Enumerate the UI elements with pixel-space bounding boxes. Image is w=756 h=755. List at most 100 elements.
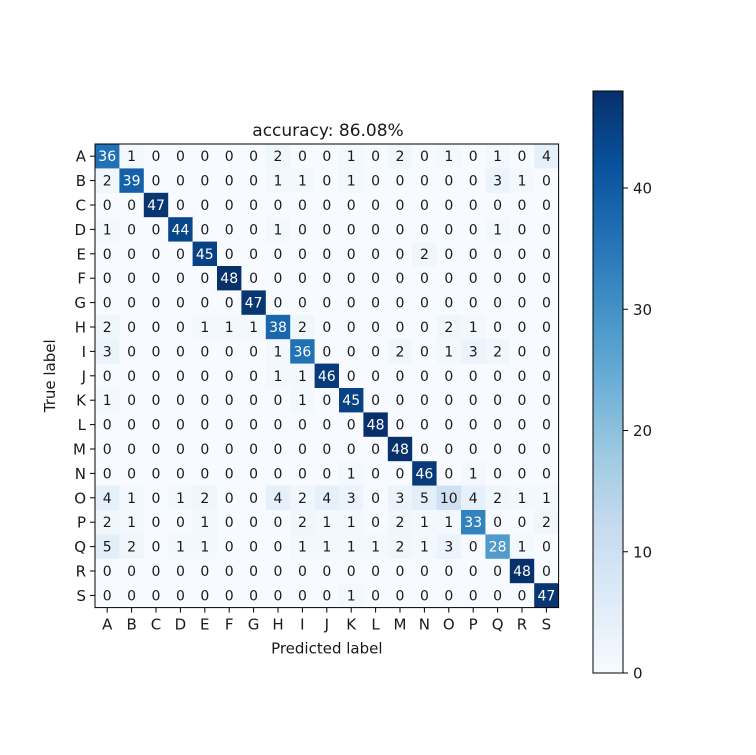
heatmap-cell: [436, 412, 462, 438]
cell-value-label: 0: [249, 369, 258, 385]
cell-value-label: 0: [127, 271, 136, 287]
heatmap-cell: [241, 144, 267, 169]
heatmap-cell: [290, 485, 315, 511]
cell-value-label: 0: [518, 320, 527, 336]
heatmap-cell: [363, 339, 389, 364]
heatmap-cell: [314, 314, 340, 340]
cell-value-label: 0: [518, 271, 527, 287]
cell-value-label: 38: [269, 320, 287, 336]
cell-value-label: 5: [103, 540, 112, 556]
cell-value-label: 0: [542, 174, 551, 190]
y-tick-label: R: [76, 563, 86, 581]
cell-value-label: 0: [322, 271, 331, 287]
heatmap-cell: [314, 558, 340, 584]
y-tick-label: D: [74, 221, 86, 239]
x-tick-label: Q: [492, 616, 504, 634]
cell-value-label: 0: [298, 296, 307, 312]
heatmap-cell: [485, 558, 511, 584]
cell-value-label: 0: [444, 174, 453, 190]
heatmap-cell: [485, 339, 511, 364]
heatmap-cell: [363, 388, 389, 413]
cell-value-label: 1: [200, 540, 209, 556]
cell-value-label: 2: [396, 515, 405, 531]
heatmap-cell: [217, 412, 242, 438]
heatmap-cell: [436, 266, 462, 291]
heatmap-cell: [217, 314, 242, 340]
heatmap-cell: [314, 485, 340, 511]
heatmap-cell: [534, 461, 559, 486]
cell-value-label: 0: [493, 247, 502, 263]
cell-value-label: 0: [152, 149, 161, 165]
heatmap-cell: [290, 266, 315, 291]
cell-value-label: 0: [396, 271, 405, 287]
cell-value-label: 2: [298, 491, 307, 507]
heatmap-cell: [192, 485, 218, 511]
cell-value-label: 0: [274, 564, 283, 580]
heatmap-cell: [168, 534, 193, 560]
cell-value-label: 0: [371, 515, 380, 531]
cell-value-label: 0: [176, 344, 185, 360]
heatmap-cell-labels: 36 1 0 0 0 0 0 2 0 0 1 0 2 0 1 0 1 0 42 39 0 0 0 0 0 1 1 0 1 0 0 0 0 0 3 1 0…: [98, 149, 555, 604]
cell-value-label: 0: [396, 247, 405, 263]
heatmap-cell: [534, 510, 559, 535]
cell-value-label: 4: [469, 491, 478, 507]
heatmap-cell: [290, 363, 315, 389]
cell-value-label: 0: [469, 296, 478, 312]
cell-value-label: 0: [152, 174, 161, 190]
heatmap-cell: [192, 339, 218, 364]
heatmap-cell: [265, 388, 291, 413]
heatmap-cell: [509, 510, 535, 535]
heatmap-cell: [143, 534, 169, 560]
heatmap-cell: [95, 485, 120, 511]
cell-value-label: 0: [200, 344, 209, 360]
heatmap-cell: [412, 510, 437, 535]
heatmap-cell: [387, 339, 413, 364]
heatmap-cell: [192, 534, 218, 560]
heatmap-cell: [265, 461, 291, 486]
cell-value-label: 0: [396, 418, 405, 434]
cell-value-label: 0: [176, 149, 185, 165]
cell-value-label: 2: [298, 515, 307, 531]
heatmap-cell: [314, 510, 340, 535]
cell-value-label: 0: [322, 588, 331, 604]
heatmap-cell: [485, 583, 511, 608]
heatmap-cell: [143, 461, 169, 486]
x-tick-label: G: [248, 616, 260, 634]
colorbar-tick-label: 40: [633, 180, 652, 198]
heatmap-cell: [192, 388, 218, 413]
cell-value-label: 0: [469, 369, 478, 385]
cell-value-label: 0: [444, 466, 453, 482]
heatmap-cell: [436, 217, 462, 242]
heatmap-cell: [412, 144, 437, 169]
heatmap-cell: [339, 583, 364, 608]
heatmap-cell: [485, 485, 511, 511]
heatmap-cell: [265, 510, 291, 535]
heatmap-cell: [509, 363, 535, 389]
heatmap-cell: [314, 339, 340, 364]
cell-value-label: 0: [347, 564, 356, 580]
cell-value-label: 0: [200, 442, 209, 458]
cell-value-label: 0: [249, 247, 258, 263]
cell-value-label: 0: [225, 564, 234, 580]
heatmap-cell: [241, 241, 267, 267]
cell-value-label: 0: [103, 588, 112, 604]
cell-value-label: 1: [127, 149, 136, 165]
heatmap-cell: [485, 168, 511, 194]
heatmap-cell: [339, 534, 364, 560]
heatmap-cell: [217, 436, 242, 462]
heatmap-cell: [314, 436, 340, 462]
heatmap-cell: [168, 412, 193, 438]
cell-value-label: 0: [225, 198, 234, 214]
heatmap-cell: [412, 583, 437, 608]
heatmap-cell: [217, 558, 242, 584]
cell-value-label: 0: [347, 271, 356, 287]
cell-value-label: 0: [493, 296, 502, 312]
heatmap-cell: [314, 388, 340, 413]
cell-value-label: 0: [200, 369, 209, 385]
heatmap-cell: [119, 461, 145, 486]
cell-value-label: 1: [200, 515, 209, 531]
heatmap-cell: [95, 290, 120, 316]
heatmap-cell: [339, 510, 364, 535]
cell-value-label: 0: [274, 393, 283, 409]
cell-value-label: 0: [152, 515, 161, 531]
